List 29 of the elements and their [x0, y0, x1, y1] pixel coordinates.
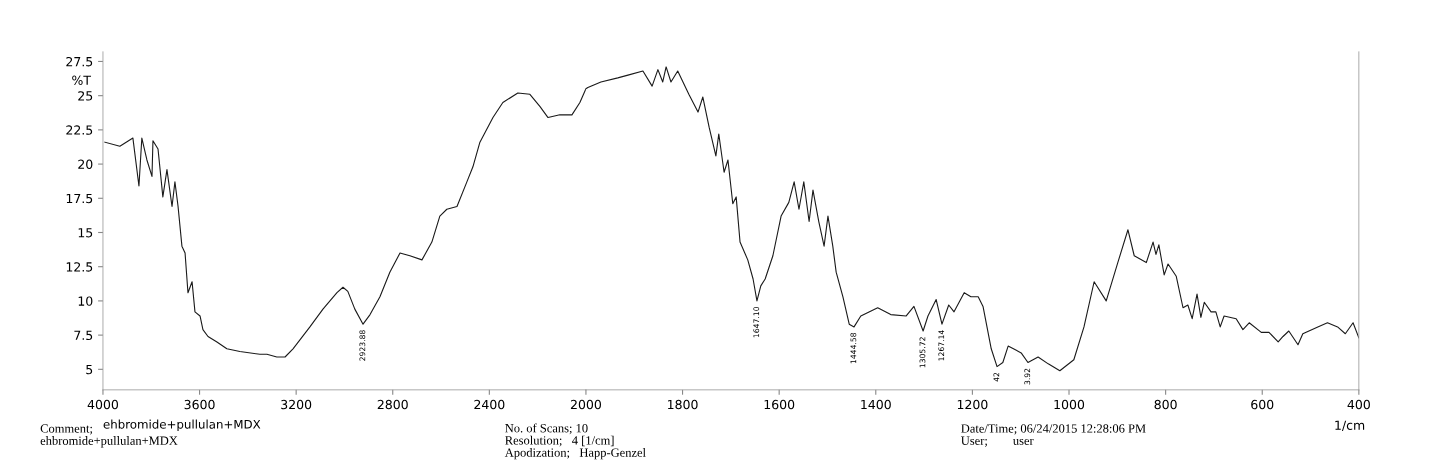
x-tick-label: 1600: [764, 399, 795, 410]
text: ehbromide+pullulan+MDX: [103, 419, 261, 432]
y-axis-title: %T: [72, 75, 92, 85]
y-tick-label: 25: [78, 91, 93, 101]
x-tick-label: 600: [1251, 399, 1274, 410]
x-tick-label: 1000: [1054, 399, 1085, 410]
x-axis-title: 1/cm: [1335, 420, 1365, 431]
x-tick-label: 1200: [957, 399, 988, 410]
x-tick-label: 1400: [861, 399, 891, 410]
x-tick-label: 4000: [87, 399, 119, 410]
x-tick-label: 3600: [184, 399, 215, 410]
y-tick-label: 27.5: [66, 56, 93, 67]
y-tick-label: 22.5: [66, 125, 93, 135]
y-tick-label: 10: [78, 296, 93, 306]
x-tick-label: 1800: [668, 399, 698, 410]
y-tick-label: 7.5: [74, 330, 93, 341]
text: Date/Time; 06/24/2015 12:28:06 PM User; user: [961, 424, 1146, 447]
x-tick-label: 400: [1347, 399, 1370, 410]
y-tick-label: 17.5: [66, 193, 93, 204]
x-tick-label: 800: [1154, 399, 1177, 410]
x-tick-label: 3200: [281, 399, 312, 410]
text: No. of Scans; 10 Resolution; 4 [1/cm] Apodization; Happ-Genzel: [504, 423, 646, 460]
y-tick-label: 20: [78, 159, 93, 170]
y-tick-label: 12.5: [66, 262, 93, 272]
y-tick-label: 15: [78, 228, 93, 238]
x-tick-label: 2000: [570, 399, 602, 410]
x-tick-label: 2800: [377, 399, 408, 410]
y-tick-label: 5: [86, 364, 93, 375]
x-tick-label: 2400: [474, 399, 505, 410]
